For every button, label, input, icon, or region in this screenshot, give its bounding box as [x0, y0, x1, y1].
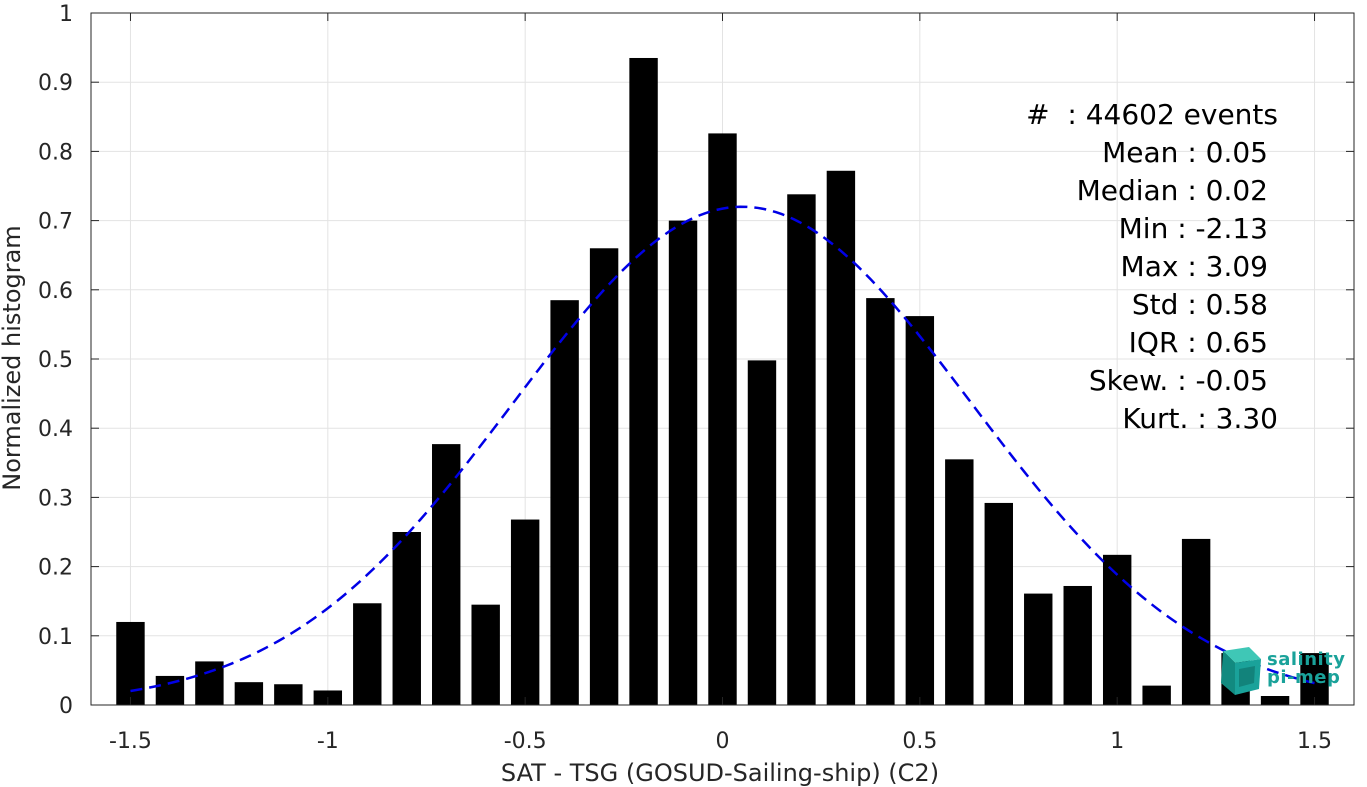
stat-kurt: Kurt. : 3.30 — [1122, 402, 1278, 435]
y-ticks: 0 0.1 0.2 0.3 0.4 0.5 0.6 0.7 0.8 0.9 1 — [38, 2, 1354, 719]
x-tick-label: 0.5 — [902, 729, 937, 754]
logo-text-salinity: salinity — [1267, 649, 1346, 670]
fit-curve — [130, 205, 1315, 693]
bars — [116, 57, 1329, 706]
histogram-bar — [668, 220, 698, 705]
stat-skew: Skew. : -0.05 — [1088, 364, 1268, 397]
x-ticks: -1.5 -1 -0.5 0 0.5 1 1.5 — [109, 13, 1332, 754]
histogram-bar — [155, 675, 185, 705]
y-tick-label: 0 — [59, 694, 73, 719]
stat-mean: Mean : 0.05 — [1102, 136, 1268, 169]
y-tick-label: 1 — [59, 2, 73, 27]
histogram-bar — [1181, 538, 1211, 705]
y-tick-label: 0.9 — [38, 71, 73, 96]
stat-median: Median : 0.02 — [1076, 174, 1268, 207]
logo-cube-icon — [1221, 647, 1261, 695]
histogram-bar — [1024, 593, 1053, 705]
y-tick-label: 0.1 — [38, 625, 73, 650]
x-axis-label: SAT - TSG (GOSUD-Sailing-ship) (C2) — [501, 759, 939, 787]
y-axis-label: Normalized histogram — [0, 225, 26, 490]
histogram-bar — [1260, 696, 1290, 705]
y-tick-label: 0.7 — [38, 210, 73, 235]
y-tick-label: 0.6 — [38, 279, 73, 304]
histogram-bar — [905, 316, 935, 705]
y-tick-label: 0.2 — [38, 556, 73, 581]
histogram-bar — [866, 298, 895, 705]
stat-max: Max : 3.09 — [1120, 250, 1268, 283]
histogram-bar — [945, 459, 974, 705]
salinity-pimep-logo: salinity pi-mep — [1215, 645, 1345, 697]
histogram-bar — [234, 682, 264, 705]
y-tick-label: 0.8 — [38, 140, 73, 165]
x-tick-label: 1 — [1110, 729, 1124, 754]
histogram-bar — [1102, 554, 1132, 705]
histogram-bar — [984, 502, 1013, 705]
x-tick-label: -0.5 — [504, 729, 547, 754]
histogram-bar — [195, 661, 224, 705]
x-tick-label: -1 — [317, 729, 339, 754]
histogram-bar — [747, 360, 777, 705]
stat-iqr: IQR : 0.65 — [1128, 326, 1268, 359]
histogram-bar — [432, 444, 461, 705]
histogram-bar — [787, 194, 816, 705]
histogram-bar — [510, 519, 540, 705]
histogram-bar — [708, 133, 737, 705]
histogram-bar — [1063, 585, 1092, 705]
x-tick-label: 0 — [716, 729, 730, 754]
y-tick-label: 0.4 — [38, 417, 73, 442]
histogram-bar — [392, 532, 421, 705]
histogram-bar — [353, 603, 382, 705]
histogram-bar — [1142, 685, 1171, 705]
histogram-bar — [116, 621, 145, 705]
histogram-bar — [629, 57, 658, 706]
logo-text-pimep: pi-mep — [1267, 667, 1341, 688]
histogram-bar — [274, 684, 303, 705]
x-tick-label: 1.5 — [1297, 729, 1332, 754]
histogram-bar — [471, 604, 500, 705]
histogram-bar — [826, 170, 856, 705]
y-tick-label: 0.5 — [38, 348, 73, 373]
histogram-bar — [589, 248, 619, 705]
x-tick-label: -1.5 — [109, 729, 152, 754]
stats-panel: # : 44602 events Mean : 0.05 Median : 0.… — [980, 98, 1278, 443]
histogram-bar — [550, 300, 579, 705]
histogram-bar — [1300, 653, 1329, 705]
stat-count: # : 44602 events — [1026, 98, 1278, 131]
stat-std: Std : 0.58 — [1131, 288, 1268, 321]
stat-min: Min : -2.13 — [1118, 212, 1268, 245]
y-tick-label: 0.3 — [38, 486, 73, 511]
